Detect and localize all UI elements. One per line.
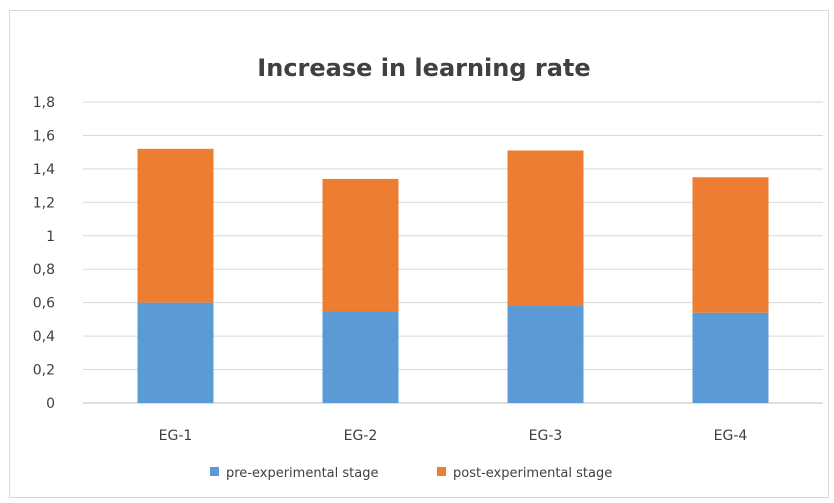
y-tick-label: 1,8	[33, 95, 55, 111]
y-tick-label: 0,6	[33, 296, 55, 312]
y-tick-label: 0,2	[33, 363, 55, 379]
legend-swatch	[210, 467, 219, 476]
y-tick-label: 0	[46, 396, 55, 412]
legend: pre-experimental stage post-experimental …	[210, 466, 612, 481]
y-tick-label: 1,4	[33, 162, 55, 178]
bar-eg-4-series-2	[692, 177, 769, 313]
bar-eg-1-series-2	[137, 148, 214, 303]
chart-title: Increase in learning rate	[257, 54, 590, 82]
x-tick-label: EG-3	[529, 428, 563, 444]
x-tick-label: EG-1	[159, 428, 193, 444]
bar-eg-2-series-2	[322, 178, 399, 312]
x-tick-label: EG-4	[714, 428, 748, 444]
y-tick-label: 1,6	[33, 128, 55, 144]
bar-eg-1-series-1	[137, 302, 214, 403]
y-tick-label: 0,4	[33, 329, 55, 345]
x-axis-ticks: EG-1 EG-2 EG-3 EG-4	[159, 428, 748, 444]
x-tick-label: EG-2	[344, 428, 378, 444]
y-tick-label: 1,2	[33, 195, 55, 211]
y-axis-ticks: 0 0,2 0,4 0,6 0,8 1 1,2 1,4 1,6 1,8	[33, 95, 55, 412]
y-tick-label: 1	[46, 229, 55, 245]
bar-eg-3-series-2	[507, 150, 584, 307]
bars	[137, 148, 769, 403]
legend-label: pre-experimental stage	[226, 466, 378, 481]
bar-eg-3-series-1	[507, 306, 584, 403]
bar-eg-4-series-1	[692, 312, 769, 403]
y-tick-label: 0,8	[33, 262, 55, 278]
legend-swatch	[437, 467, 446, 476]
bar-eg-2-series-1	[322, 311, 399, 403]
legend-label: post-experimental stage	[453, 466, 612, 481]
